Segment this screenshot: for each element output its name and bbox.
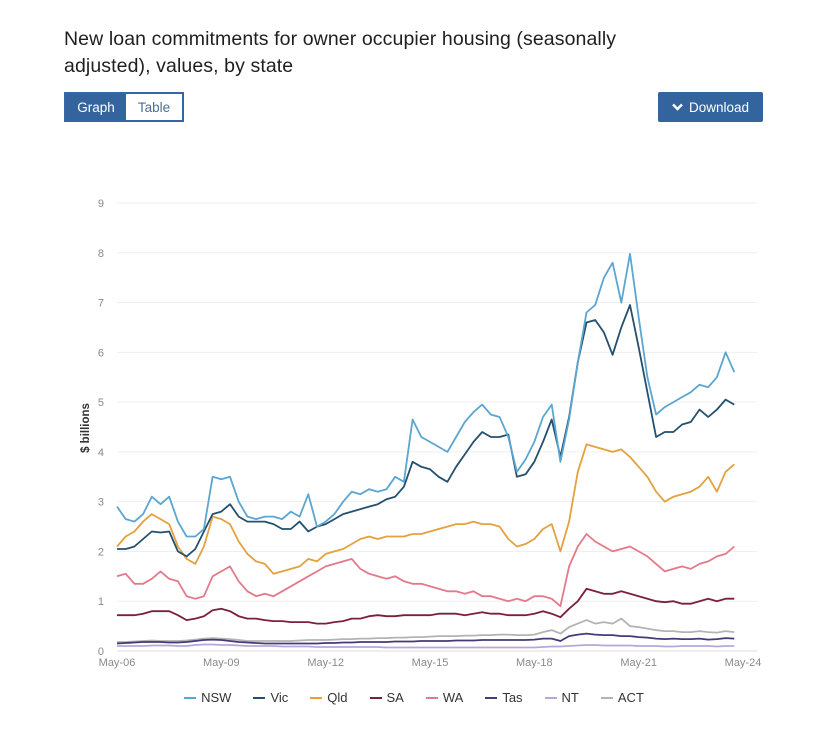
legend-label: NSW: [201, 690, 232, 705]
view-toggle: Graph Table: [64, 92, 184, 122]
chart-title: New loan commitments for owner occupier …: [64, 28, 617, 77]
legend-swatch: [485, 696, 498, 699]
series-lines: [116, 252, 736, 649]
chevron-down-icon: [672, 103, 683, 111]
y-tick-label: 9: [98, 198, 104, 210]
legend-item-vic[interactable]: Vic: [253, 690, 288, 705]
x-tick-label: May-21: [620, 657, 657, 669]
legend-swatch: [425, 696, 438, 699]
legend-item-nsw[interactable]: NSW: [184, 690, 231, 705]
legend-label: NT: [561, 690, 579, 705]
series-line-nt[interactable]: [117, 643, 735, 649]
legend-item-act[interactable]: ACT: [600, 690, 644, 705]
gridlines: [117, 202, 757, 652]
legend-label: Vic: [270, 690, 289, 705]
legend-label: ACT: [617, 690, 644, 705]
legend: NSW Vic Qld SA WA Tas NT ACT: [0, 690, 828, 705]
legend-label: WA: [442, 690, 464, 705]
y-tick-label: 5: [98, 397, 104, 409]
legend-item-qld[interactable]: Qld: [310, 690, 348, 705]
legend-item-nt[interactable]: NT: [544, 690, 579, 705]
y-tick-label: 3: [98, 497, 104, 509]
x-axis-ticks: May-06 May-09 May-12 May-15 May-18 May-21 May-…: [99, 657, 762, 669]
y-tick-label: 1: [98, 596, 104, 608]
y-axis-ticks: 0 1 2 3 4 5 6 7 8 9: [98, 198, 104, 658]
y-tick-label: 2: [98, 546, 104, 558]
legend-swatch: [253, 696, 266, 699]
series-line-nsw[interactable]: [116, 252, 736, 538]
legend-item-tas[interactable]: Tas: [485, 690, 523, 705]
x-tick-label: May-09: [203, 657, 240, 669]
x-tick-label: May-18: [516, 657, 553, 669]
legend-swatch: [544, 696, 557, 699]
series-line-tas[interactable]: [116, 632, 735, 645]
legend-item-wa[interactable]: WA: [425, 690, 464, 705]
legend-swatch: [184, 696, 197, 699]
table-tab-button[interactable]: Table: [126, 94, 182, 120]
x-tick-label: May-15: [412, 657, 449, 669]
legend-label: Tas: [502, 690, 523, 705]
legend-swatch: [310, 696, 323, 699]
legend-item-sa[interactable]: SA: [369, 690, 404, 705]
series-line-sa[interactable]: [117, 587, 735, 625]
y-tick-label: 6: [98, 347, 104, 359]
series-line-wa[interactable]: [116, 533, 735, 608]
legend-label: Qld: [327, 690, 348, 705]
legend-swatch: [600, 696, 613, 699]
line-chart: 0 1 2 3 4 5 6 7 8 9 May-06 May-09 May-12 May-15 May-1…: [80, 198, 762, 669]
series-line-act[interactable]: [117, 617, 735, 643]
y-tick-label: 7: [98, 298, 104, 310]
download-button[interactable]: Download: [658, 92, 763, 122]
series-line-qld[interactable]: [116, 443, 735, 575]
y-tick-label: 0: [98, 646, 104, 658]
x-tick-label: May-06: [99, 657, 136, 669]
x-tick-label: May-12: [307, 657, 344, 669]
legend-label: SA: [386, 690, 404, 705]
series-line-vic[interactable]: [117, 304, 735, 558]
y-tick-label: 8: [98, 248, 104, 260]
y-tick-label: 4: [98, 447, 104, 459]
graph-tab-button[interactable]: Graph: [66, 94, 126, 120]
legend-swatch: [369, 696, 382, 699]
y-axis-label: $ billions: [80, 403, 92, 453]
x-tick-label: May-24: [725, 657, 762, 669]
download-label: Download: [688, 99, 750, 115]
